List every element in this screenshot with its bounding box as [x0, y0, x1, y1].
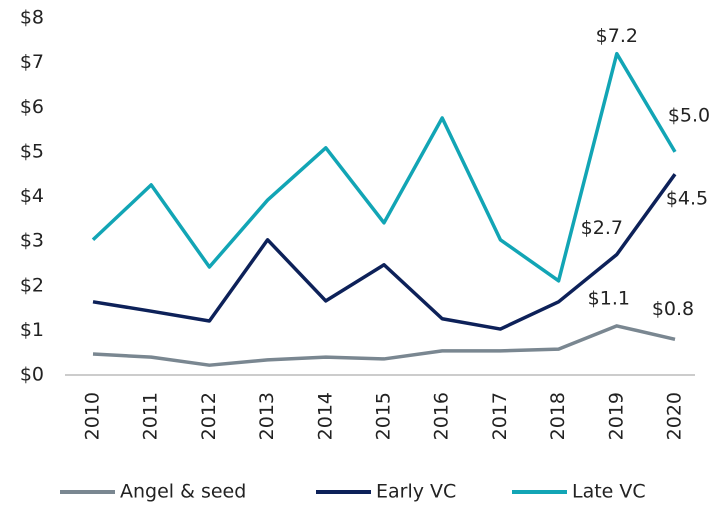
series-line	[92, 324, 676, 367]
x-tick-label: 2015	[373, 392, 395, 440]
x-tick-label: 2011	[140, 392, 162, 440]
x-tick-label: 2019	[605, 392, 627, 440]
y-tick-label: $1	[20, 319, 44, 341]
x-tick-label: 2013	[256, 392, 278, 440]
y-tick-label: $6	[20, 96, 44, 118]
x-tick-label: 2018	[547, 392, 569, 440]
x-tick-label: 2010	[82, 392, 104, 440]
x-tick-label: 2016	[431, 392, 453, 440]
data-label: $4.5	[666, 188, 708, 210]
legend-label: Late VC	[572, 481, 646, 503]
y-tick-label: $2	[20, 274, 44, 296]
y-tick-label: $5	[20, 140, 44, 162]
data-label: $7.2	[596, 25, 638, 47]
y-tick-label: $4	[20, 185, 44, 207]
data-label: $5.0	[668, 104, 710, 126]
series-line	[92, 173, 677, 331]
x-tick-label: 2020	[664, 392, 686, 440]
series-line	[91, 51, 677, 283]
data-label: $0.8	[652, 298, 694, 320]
y-tick-label: $7	[20, 51, 44, 73]
x-tick-label: 2012	[198, 392, 220, 440]
x-tick-label: 2014	[314, 392, 336, 440]
x-tick-label: 2017	[489, 392, 511, 440]
y-tick-label: $8	[20, 7, 44, 29]
y-tick-label: $0	[20, 364, 44, 386]
y-tick-label: $3	[20, 230, 44, 252]
data-label: $2.7	[581, 217, 623, 239]
legend-label: Early VC	[376, 481, 456, 503]
data-label: $1.1	[588, 287, 630, 309]
legend-label: Angel & seed	[120, 481, 246, 503]
